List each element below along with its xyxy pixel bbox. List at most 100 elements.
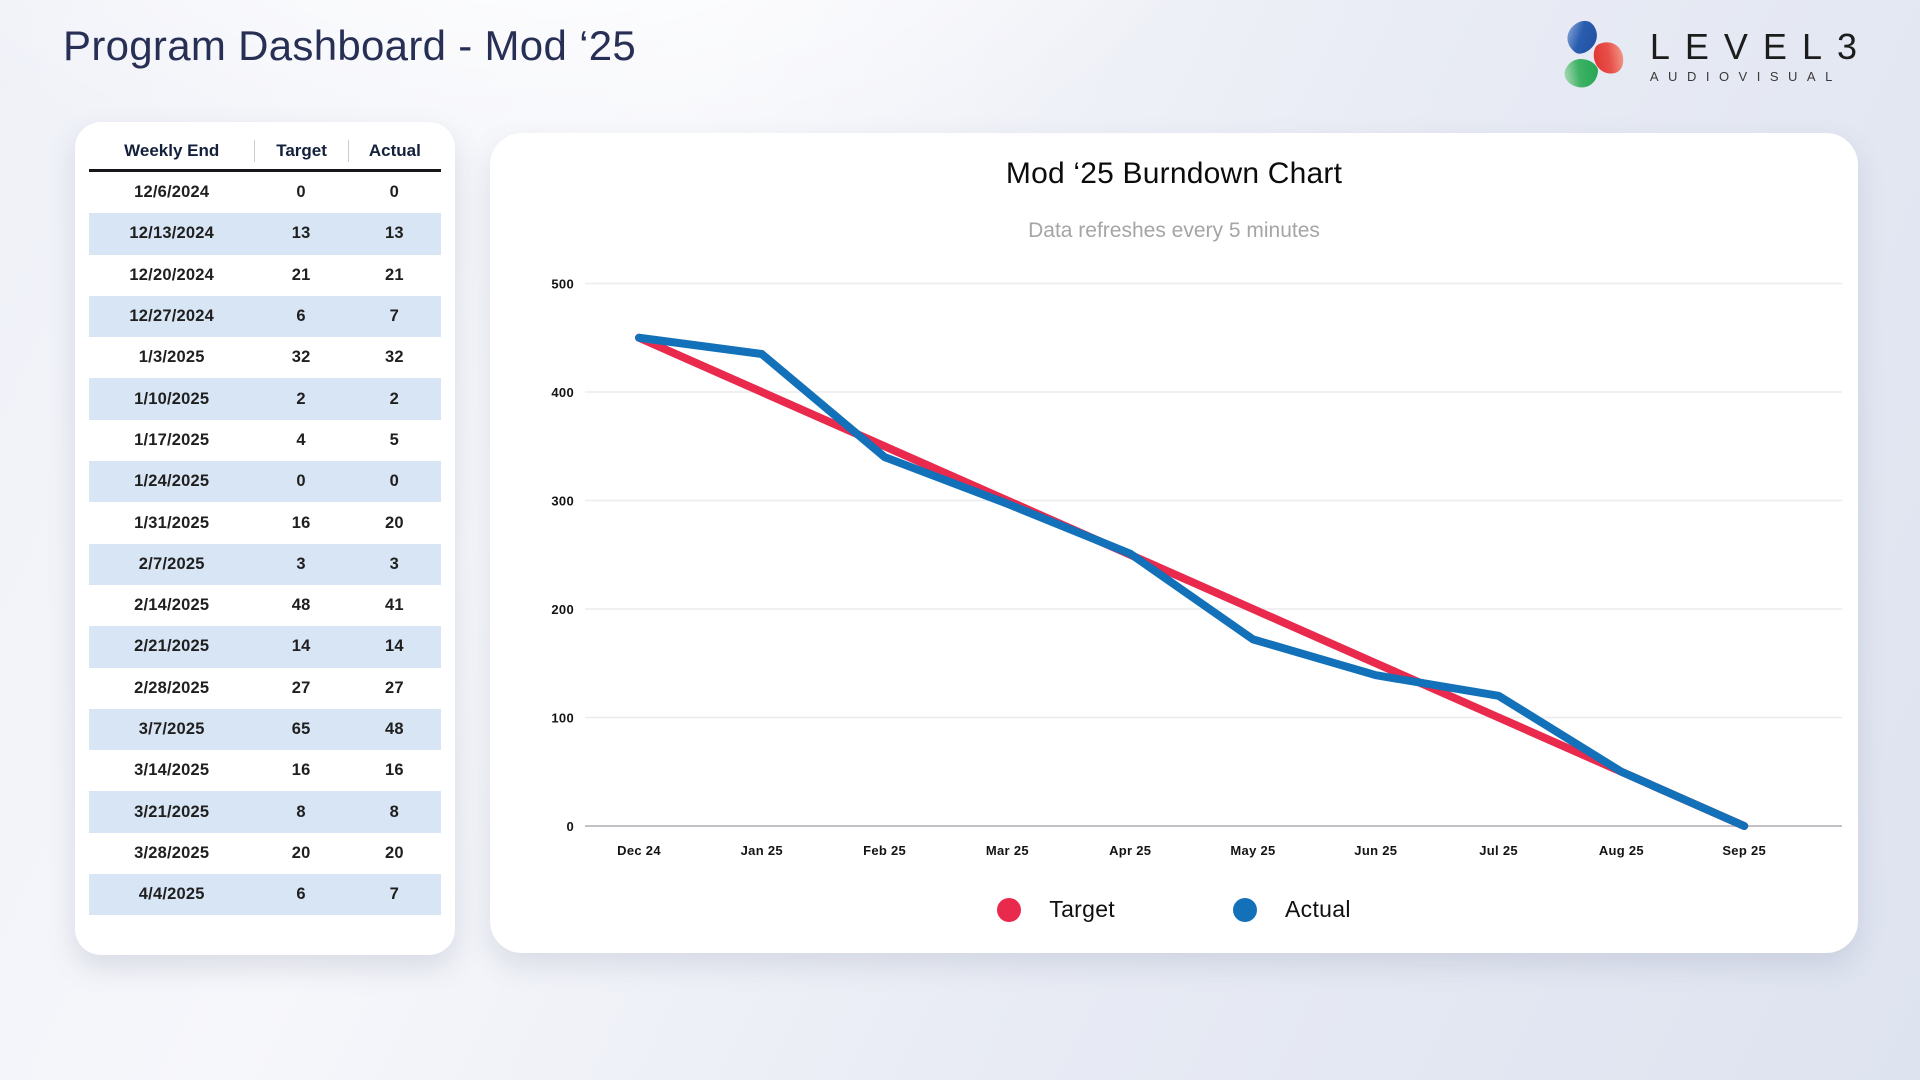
- weekly-end-cell: 1/24/2025: [134, 472, 210, 491]
- column-header-weekly-end: Weekly End: [124, 141, 220, 160]
- chart-legend: Target Actual: [490, 896, 1858, 923]
- table-row: 2/21/2025 14 14: [89, 626, 441, 668]
- svg-text:Aug 25: Aug 25: [1599, 843, 1644, 858]
- actual-cell: 8: [389, 802, 400, 821]
- target-cell: 65: [291, 720, 311, 738]
- brand-logo: LEVEL3 AUDIOVISUAL: [1558, 16, 1872, 96]
- weekly-end-cell: 3/7/2025: [138, 720, 205, 738]
- target-series-dot-icon: [997, 897, 1022, 922]
- weekly-end-cell: 1/17/2025: [134, 430, 210, 449]
- legend-item-target: Target: [997, 896, 1115, 923]
- weekly-end-cell: 12/6/2024: [134, 183, 210, 202]
- target-cell: 0: [296, 183, 306, 202]
- column-header-actual: Actual: [347, 140, 441, 162]
- svg-text:Sep 25: Sep 25: [1722, 843, 1766, 858]
- table-row: 1/17/2025 4 5: [89, 420, 441, 461]
- actual-cell: 48: [384, 720, 404, 738]
- table-row: 2/7/2025 3 3: [89, 543, 441, 585]
- target-cell: 6: [296, 885, 306, 904]
- target-cell: 16: [291, 513, 311, 532]
- weekly-end-cell: 2/21/2025: [134, 637, 210, 656]
- actual-cell: 14: [384, 637, 404, 656]
- weekly-end-cell: 1/3/2025: [138, 348, 205, 367]
- actual-cell: 20: [384, 513, 404, 532]
- actual-cell: 32: [384, 348, 404, 367]
- weekly-end-cell: 1/10/2025: [134, 389, 210, 408]
- table-row: 3/28/2025 20 20: [89, 833, 441, 874]
- legend-label-target: Target: [1049, 896, 1115, 922]
- weekly-end-cell: 2/28/2025: [134, 678, 210, 697]
- actual-cell: 5: [389, 430, 400, 449]
- target-cell: 3: [296, 554, 306, 573]
- actual-cell: 27: [384, 678, 404, 697]
- svg-text:100: 100: [551, 711, 574, 726]
- weekly-end-cell: 1/31/2025: [134, 513, 210, 532]
- actual-cell: 13: [384, 224, 404, 243]
- actual-cell: 20: [384, 843, 404, 862]
- chart-subtitle: Data refreshes every 5 minutes: [1028, 219, 1320, 242]
- logo-tagline: AUDIOVISUAL: [1649, 68, 1842, 84]
- actual-cell: 0: [389, 183, 400, 202]
- actual-cell: 2: [389, 389, 400, 408]
- svg-text:200: 200: [551, 602, 574, 617]
- table-row: 3/14/2025 16 16: [89, 750, 441, 791]
- actual-cell: 21: [384, 265, 404, 284]
- table-header-row: Weekly End Target Actual: [89, 140, 441, 172]
- target-cell: 27: [291, 678, 311, 697]
- table-row: 3/21/2025 8 8: [89, 791, 441, 833]
- weekly-end-cell: 3/28/2025: [134, 843, 210, 862]
- burndown-chart-card: Mod ‘25 Burndown Chart Data refreshes ev…: [490, 133, 1858, 953]
- target-cell: 32: [291, 348, 311, 367]
- logo-name: LEVEL3: [1649, 26, 1872, 68]
- table-row: 12/27/2024 6 7: [89, 295, 441, 338]
- actual-cell: 16: [384, 761, 404, 780]
- actual-cell: 41: [384, 596, 404, 615]
- logo-text: LEVEL3 AUDIOVISUAL: [1650, 28, 1872, 84]
- svg-text:Jan 25: Jan 25: [741, 843, 783, 858]
- target-cell: 21: [291, 265, 311, 284]
- target-cell: 4: [296, 430, 306, 449]
- table-row: 1/10/2025 2 2: [89, 378, 441, 420]
- target-cell: 20: [291, 843, 311, 862]
- table-body: 12/6/2024 0 0 12/13/2024 13 13 12/20/2024 21 21 1…: [89, 172, 441, 916]
- weekly-end-cell: 12/27/2024: [129, 307, 215, 326]
- svg-text:Dec 24: Dec 24: [617, 843, 661, 858]
- target-cell: 16: [291, 761, 311, 780]
- target-cell: 14: [291, 637, 311, 656]
- actual-cell: 7: [389, 885, 400, 904]
- target-cell: 13: [291, 224, 311, 243]
- target-cell: 8: [296, 802, 306, 821]
- weekly-end-cell: 12/13/2024: [129, 224, 215, 243]
- svg-text:0: 0: [566, 819, 574, 834]
- weekly-end-cell: 3/14/2025: [134, 761, 210, 780]
- weekly-end-cell: 4/4/2025: [138, 885, 205, 904]
- burndown-line-chart: 0 100 200 300 400 500 Dec 24 Jan 25 Feb 25 Mar 25…: [551, 277, 1842, 858]
- table-row: 2/28/2025 27 27: [89, 668, 441, 709]
- weekly-table-card: Weekly End Target Actual 12/6/2024 0 0 12/1…: [75, 122, 455, 955]
- chart-title: Mod ‘25 Burndown Chart: [1005, 157, 1343, 190]
- table-row: 12/13/2024 13 13: [89, 213, 441, 255]
- svg-text:May 25: May 25: [1230, 843, 1275, 858]
- svg-text:Feb 25: Feb 25: [863, 843, 906, 858]
- table-row: 1/24/2025 0 0: [89, 461, 441, 503]
- actual-cell: 0: [389, 472, 400, 491]
- column-header-target: Target: [254, 140, 347, 162]
- legend-label-actual: Actual: [1285, 896, 1351, 922]
- actual-cell: 3: [389, 554, 400, 573]
- target-cell: 6: [296, 307, 306, 326]
- table-row: 4/4/2025 6 7: [89, 874, 441, 916]
- legend-item-actual: Actual: [1233, 896, 1351, 923]
- target-cell: 48: [291, 596, 311, 615]
- page-title: Program Dashboard - Mod ‘25: [63, 22, 637, 69]
- table-row: 3/7/2025 65 48: [89, 708, 441, 751]
- svg-text:400: 400: [551, 385, 574, 400]
- actual-series-dot-icon: [1233, 897, 1257, 922]
- weekly-end-cell: 12/20/2024: [129, 265, 215, 284]
- table-row: 2/14/2025 48 41: [89, 585, 441, 626]
- svg-text:Jun 25: Jun 25: [1354, 843, 1397, 858]
- svg-text:500: 500: [551, 277, 574, 292]
- table-row: 12/6/2024 0 0: [89, 172, 441, 213]
- svg-text:Mar 25: Mar 25: [986, 843, 1029, 858]
- svg-text:Jul 25: Jul 25: [1479, 843, 1518, 858]
